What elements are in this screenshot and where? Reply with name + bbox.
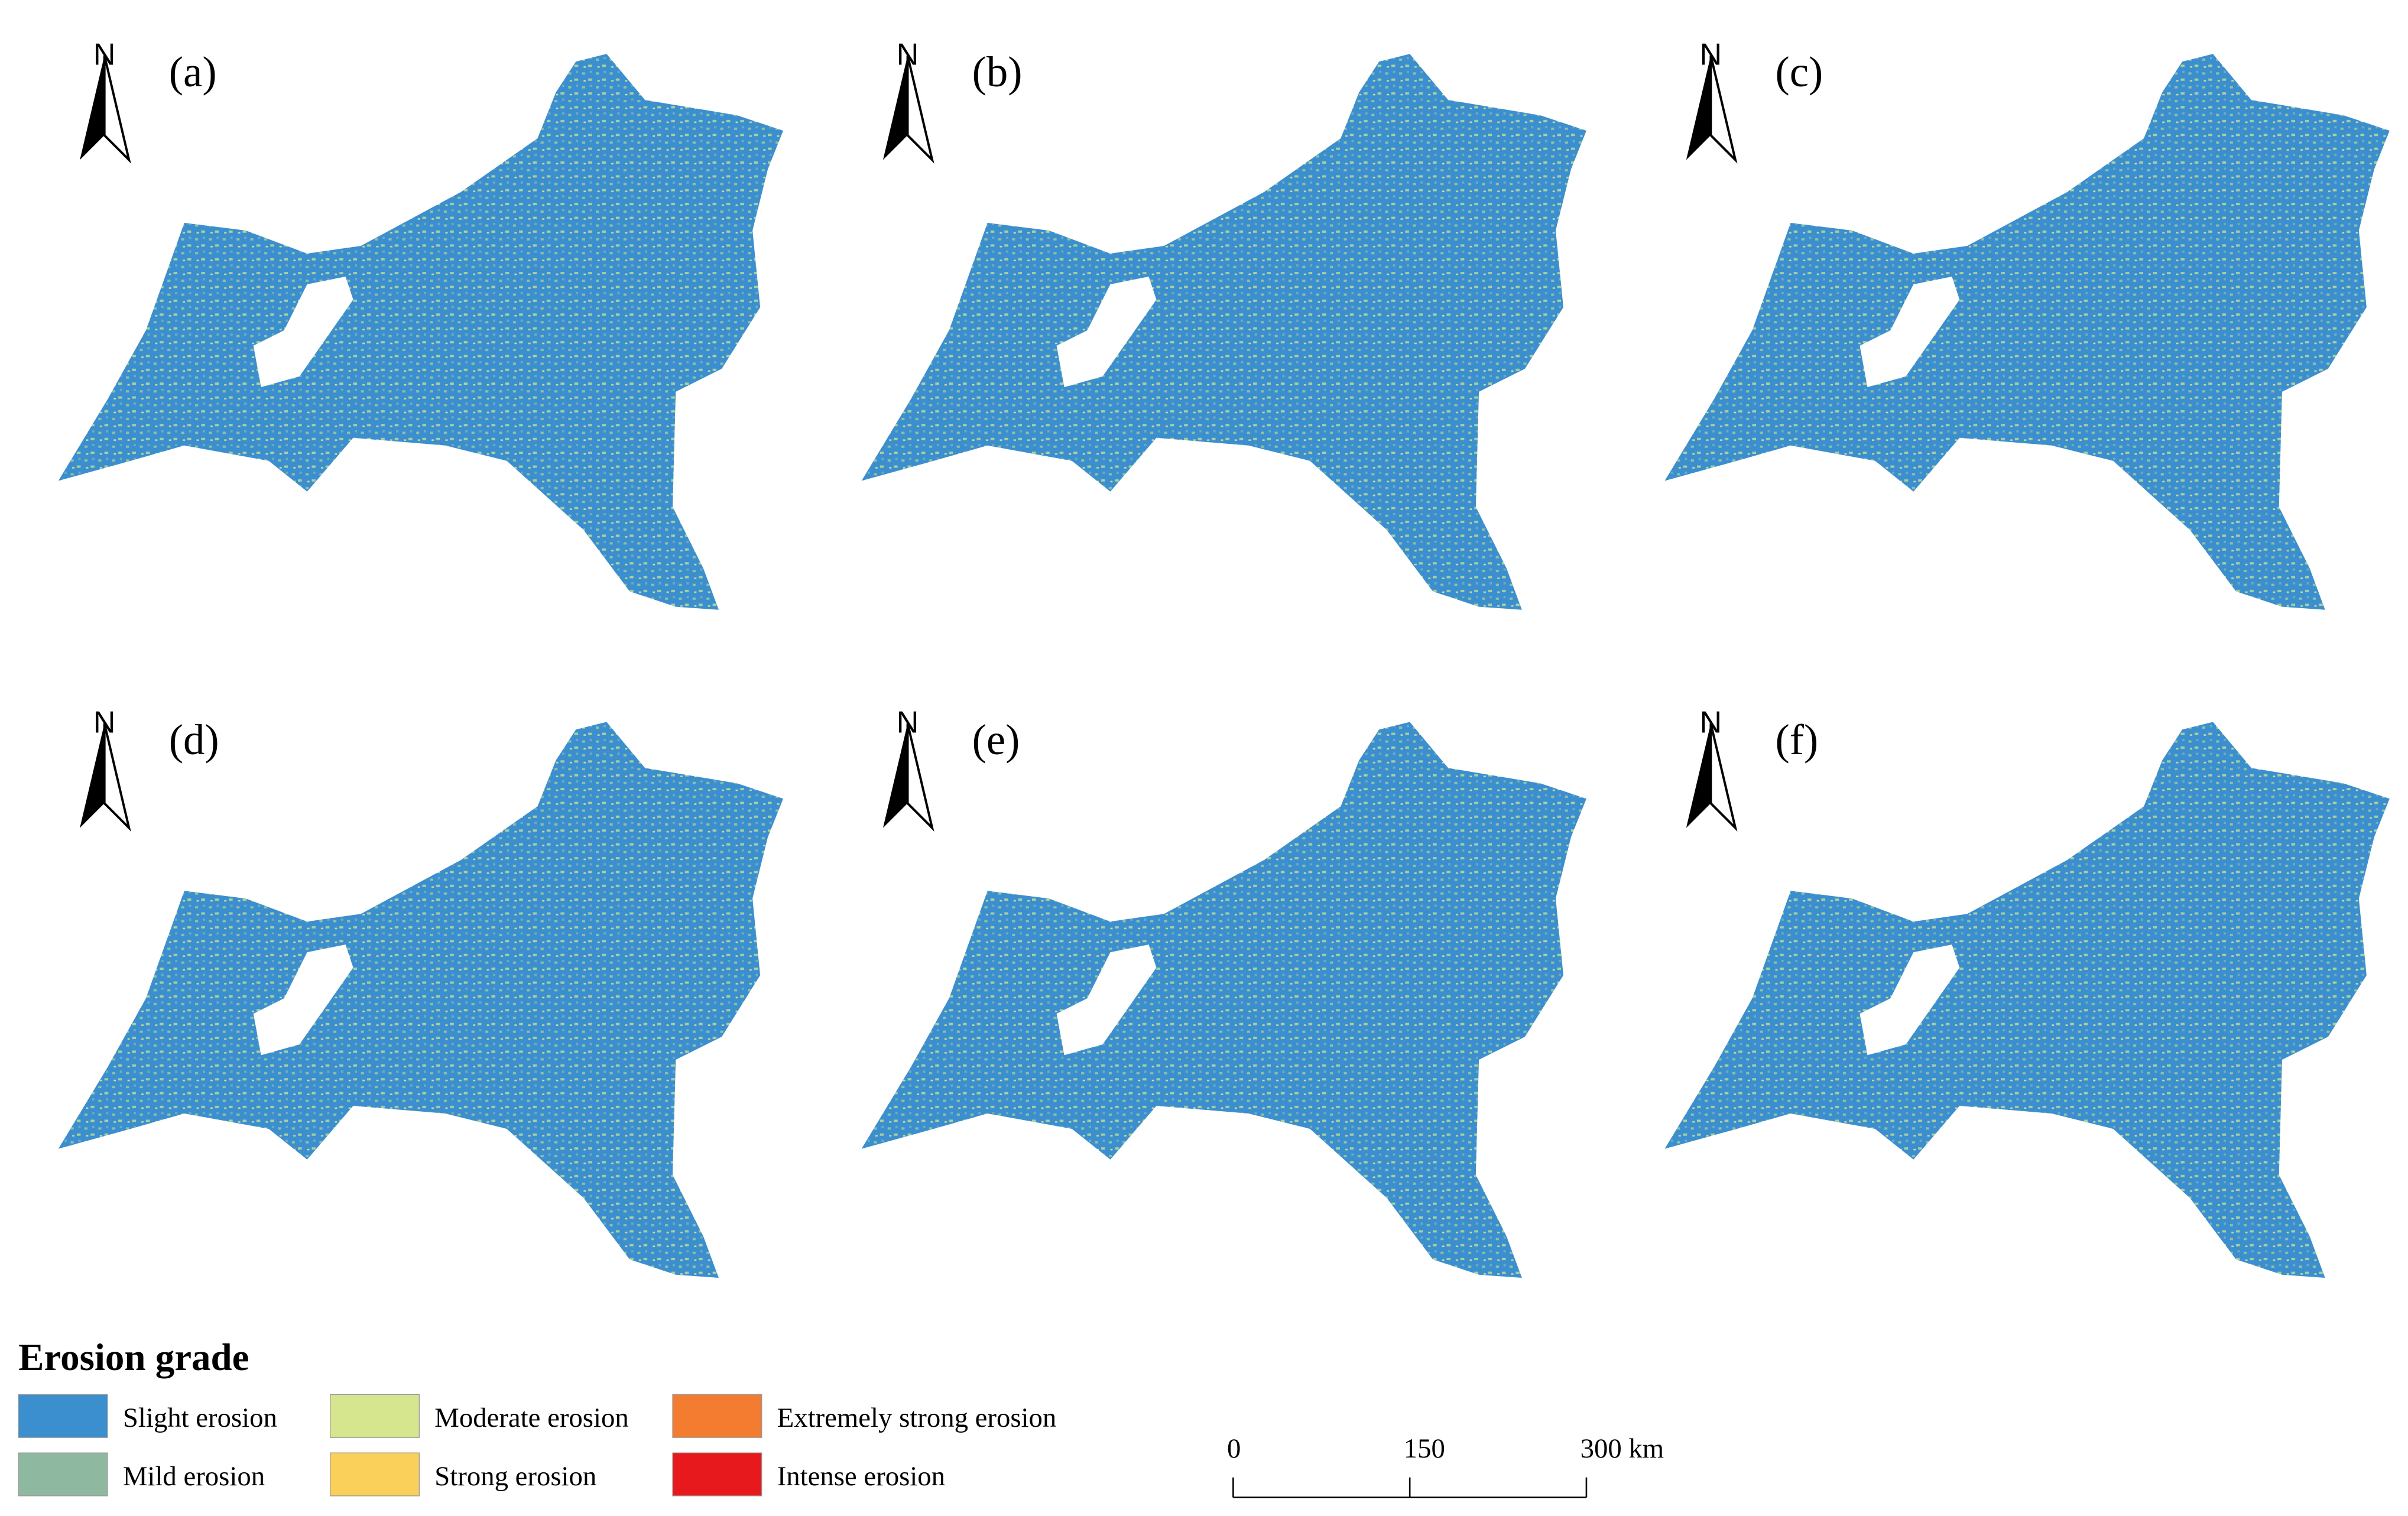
north-label: N xyxy=(93,706,116,740)
map-panel: N (e) xyxy=(861,706,1586,1278)
panel-label: (c) xyxy=(1776,48,1823,96)
region-map xyxy=(861,722,1586,1278)
map-panel: N (c) xyxy=(1664,37,2390,610)
panel-label: (b) xyxy=(972,48,1023,96)
north-label: N xyxy=(1700,37,1722,72)
legend-label: Mild erosion xyxy=(123,1461,265,1492)
north-label: N xyxy=(1700,706,1722,740)
legend-label: Intense erosion xyxy=(777,1461,945,1492)
legend-label: Extremely strong erosion xyxy=(777,1403,1057,1433)
legend-swatch xyxy=(329,1394,420,1438)
legend-label: Strong erosion xyxy=(434,1461,596,1492)
scale-label: 0 xyxy=(1227,1433,1241,1464)
region-map xyxy=(58,54,784,610)
scale-label: 300 km xyxy=(1581,1433,1664,1464)
panel-label: (e) xyxy=(972,716,1020,764)
legend-swatch xyxy=(329,1452,420,1496)
region-map xyxy=(1664,54,2390,610)
legend-swatch xyxy=(18,1394,108,1438)
north-label: N xyxy=(897,37,919,72)
legend-title: Erosion grade xyxy=(18,1336,249,1379)
map-panel: N (d) xyxy=(58,706,784,1278)
region-map xyxy=(58,722,784,1278)
region-map xyxy=(861,54,1586,610)
map-panel: N (b) xyxy=(861,37,1586,610)
legend-swatch xyxy=(672,1452,762,1496)
legend-label: Moderate erosion xyxy=(434,1403,628,1433)
panel-label: (f) xyxy=(1776,716,1819,764)
north-label: N xyxy=(897,706,919,740)
scale-label: 150 xyxy=(1404,1433,1445,1464)
map-panel: N (f) xyxy=(1664,706,2390,1278)
panel-label: (a) xyxy=(169,48,217,96)
map-panel: N (a) xyxy=(58,37,784,610)
north-label: N xyxy=(93,37,116,72)
legend-swatch xyxy=(18,1452,108,1496)
region-map xyxy=(1664,722,2390,1278)
panel-label: (d) xyxy=(169,716,219,764)
legend-swatch xyxy=(672,1394,762,1438)
legend-label: Slight erosion xyxy=(123,1403,277,1433)
